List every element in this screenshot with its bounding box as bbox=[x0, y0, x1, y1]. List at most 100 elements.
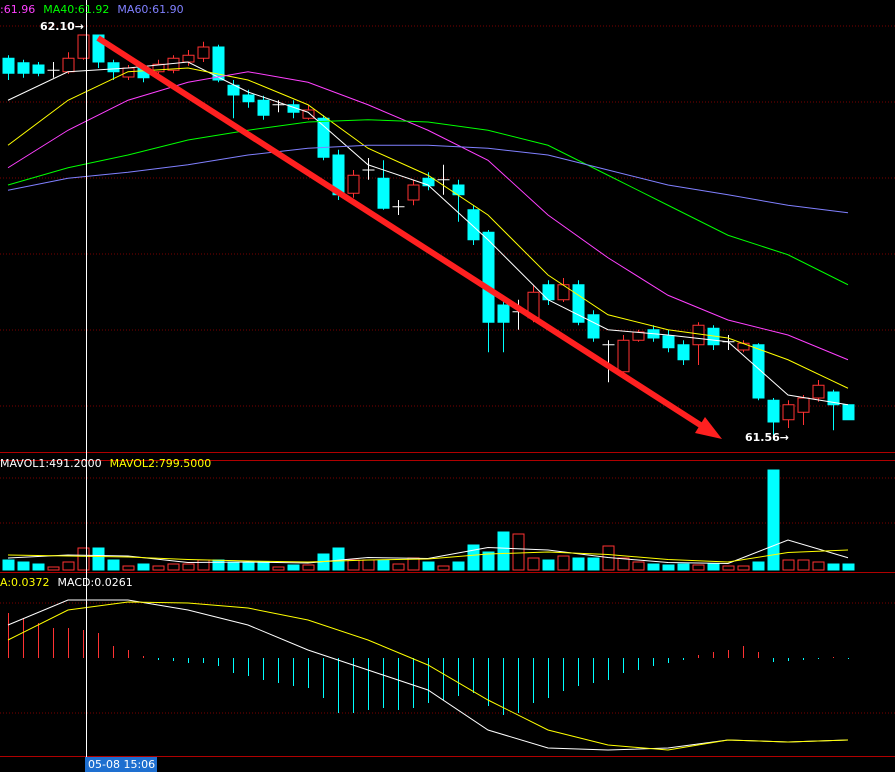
candle-body bbox=[92, 34, 105, 63]
marks bbox=[2, 34, 855, 751]
legend-entry: A:0.0372 bbox=[0, 576, 50, 589]
candle-body bbox=[497, 304, 510, 323]
volume-bar bbox=[692, 564, 705, 571]
volume-bar bbox=[302, 564, 315, 571]
volume-bar bbox=[362, 559, 375, 571]
volume-bar bbox=[257, 561, 270, 571]
volume-bar bbox=[827, 563, 840, 571]
candle-body bbox=[557, 284, 570, 301]
volume-bar bbox=[437, 565, 450, 571]
volume-bar bbox=[182, 563, 195, 571]
candle-body bbox=[767, 399, 780, 423]
candle-body bbox=[182, 54, 195, 63]
candle-body bbox=[692, 324, 705, 346]
volume-bar bbox=[242, 562, 255, 571]
volume-bar bbox=[647, 563, 660, 571]
volume-bar bbox=[137, 563, 150, 571]
volume-bar bbox=[752, 561, 765, 571]
indicator-line bbox=[7, 539, 849, 565]
volume-bar bbox=[737, 565, 750, 571]
volume-bar bbox=[62, 561, 75, 571]
volume-bar bbox=[797, 559, 810, 571]
legend-entry: MACD:0.0261 bbox=[58, 576, 133, 589]
legend-entry: MAVOL2:799.5000 bbox=[110, 457, 212, 470]
candle-body bbox=[422, 177, 435, 187]
candle-body bbox=[677, 344, 690, 361]
candle-body bbox=[827, 391, 840, 406]
cursor-date-box bbox=[85, 757, 157, 772]
volume-bar bbox=[152, 565, 165, 571]
volume-bar bbox=[677, 563, 690, 571]
candle-body bbox=[2, 57, 15, 74]
candle-body bbox=[737, 342, 750, 351]
candle-body bbox=[662, 335, 675, 349]
legend-entry: :61.96 bbox=[0, 3, 35, 16]
volume-bar bbox=[452, 561, 465, 571]
volume-bar bbox=[557, 555, 570, 571]
candle-body bbox=[377, 177, 390, 209]
volume-bar bbox=[47, 566, 60, 571]
volume-bar bbox=[632, 561, 645, 571]
candle-body bbox=[317, 117, 330, 158]
indicator-line bbox=[7, 71, 849, 361]
volume-bar bbox=[32, 563, 45, 571]
candle-body bbox=[257, 99, 270, 116]
candle-body bbox=[287, 104, 300, 113]
candle-body bbox=[482, 231, 495, 323]
candle-body bbox=[452, 184, 465, 196]
volume-bar bbox=[347, 559, 360, 571]
candle-body bbox=[782, 404, 795, 421]
indicator-line bbox=[7, 599, 849, 751]
candle-body bbox=[197, 46, 210, 59]
candle-body bbox=[152, 63, 165, 73]
volume-bar bbox=[332, 547, 345, 571]
candle-body bbox=[842, 404, 855, 421]
volume-bar bbox=[227, 561, 240, 571]
legends: :61.96 MA40:61.92 MA60:61.90 MAVOL1:491.200… bbox=[0, 3, 211, 589]
legend-entry: MAVOL1:491.2000 bbox=[0, 457, 102, 470]
arrow-shaft bbox=[96, 35, 707, 431]
candle-body bbox=[617, 339, 630, 373]
volume-bar bbox=[287, 564, 300, 571]
candle-body bbox=[812, 384, 825, 399]
indicator-line bbox=[7, 119, 849, 286]
volume-bar bbox=[662, 564, 675, 571]
volume-bar bbox=[422, 561, 435, 571]
indicator-line bbox=[7, 61, 849, 406]
volume-bar bbox=[377, 559, 390, 571]
volume-bar bbox=[122, 565, 135, 571]
volume-bar bbox=[767, 469, 780, 571]
volume-bar bbox=[197, 559, 210, 571]
volume-bar bbox=[467, 544, 480, 571]
low-annotation: 61.56→ bbox=[745, 431, 789, 444]
candle-body bbox=[77, 34, 90, 59]
trend-arrow bbox=[96, 35, 722, 439]
candle-body bbox=[587, 314, 600, 339]
volume-bar bbox=[812, 561, 825, 571]
candle-body bbox=[752, 344, 765, 399]
volume-bar bbox=[572, 557, 585, 571]
indicator-line bbox=[7, 549, 849, 563]
candle-body bbox=[797, 397, 810, 413]
volume-bar bbox=[392, 563, 405, 571]
volume-bar bbox=[782, 559, 795, 571]
volume-bar bbox=[272, 566, 285, 571]
candle-body bbox=[32, 64, 45, 74]
candle-body bbox=[242, 94, 255, 103]
high-annotation: 62.10→ bbox=[40, 20, 84, 33]
volume-bar bbox=[167, 563, 180, 571]
grid bbox=[0, 25, 895, 757]
volume-bar bbox=[512, 533, 525, 571]
legend-entry: MA60:61.90 bbox=[117, 3, 183, 16]
volume-bar bbox=[707, 563, 720, 571]
volume-bar bbox=[107, 559, 120, 571]
volume-bar bbox=[542, 559, 555, 571]
volume-bar bbox=[17, 561, 30, 571]
candle-body bbox=[212, 46, 225, 81]
arrow-head bbox=[695, 417, 722, 439]
volume-bar bbox=[842, 563, 855, 571]
volume-bar bbox=[527, 557, 540, 571]
candle-body bbox=[542, 284, 555, 301]
candle-body bbox=[347, 174, 360, 194]
